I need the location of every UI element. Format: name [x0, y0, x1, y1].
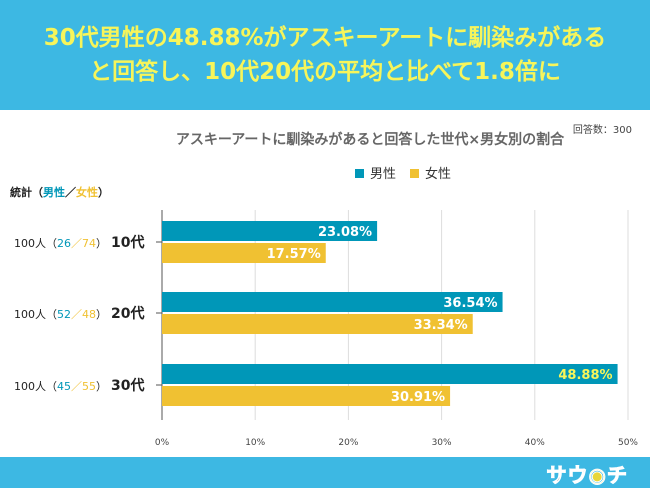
data-label: 33.34% [414, 318, 468, 333]
respondent-count: 回答数：300 [572, 125, 632, 136]
legend-swatch-male [355, 169, 364, 178]
x-tick-label: 10% [245, 438, 265, 448]
category-label: 100人（45／55） 30代 [14, 378, 145, 394]
data-label: 30.91% [391, 390, 445, 405]
x-tick-label: 40% [525, 438, 545, 448]
headline-line1: 30代男性の48.88%がアスキーアートに馴染みがある [43, 25, 607, 51]
x-tick-label: 20% [338, 438, 358, 448]
logo: サウ◉チ [546, 463, 628, 488]
data-label: 23.08% [318, 225, 372, 240]
bar-female [162, 243, 326, 263]
category-label: 100人（26／74） 10代 [14, 235, 145, 251]
bar-male [162, 364, 618, 384]
bar-male [162, 221, 378, 241]
chart-title: アスキーアートに馴染みがあると回答した世代×男女別の割合 [175, 132, 565, 148]
legend-swatch-female [410, 169, 420, 178]
bar-female [162, 386, 451, 406]
data-label: 48.88% [558, 368, 612, 383]
stat-label: 統計（男性／女性） [10, 186, 109, 199]
data-label: 17.57% [267, 247, 321, 262]
footer-banner: サウ◉チ [0, 457, 650, 488]
x-tick-label: 30% [432, 438, 452, 448]
bar-female [162, 314, 473, 334]
legend-female: 女性 [410, 163, 451, 182]
bar-male [162, 292, 503, 312]
x-tick-label: 50% [618, 438, 638, 448]
headline-line2: と回答し、10代20代の平均と比べて1.8倍に [89, 59, 561, 85]
category-label: 100人（52／48） 20代 [14, 306, 145, 322]
legend-male: 男性 [355, 163, 396, 182]
header-banner: 30代男性の48.88%がアスキーアートに馴染みがある と回答し、10代20代の… [0, 0, 650, 110]
data-label: 36.54% [443, 296, 497, 311]
x-tick-label: 0% [155, 438, 170, 448]
legend: 男性 女性 [355, 163, 451, 182]
